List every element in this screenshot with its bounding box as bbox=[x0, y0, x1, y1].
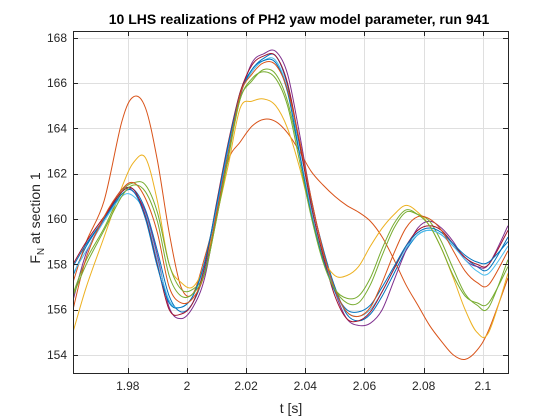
series-line-9 bbox=[73, 61, 508, 318]
y-tick-label: 156 bbox=[47, 303, 67, 317]
y-axis-label-subscript: N bbox=[36, 248, 47, 255]
chart-title: 10 LHS realizations of PH2 yaw model par… bbox=[109, 11, 490, 27]
ticks: 1.98 2 2.02 2.04 2.06 2.08 2.1 154 156 158 160 162 1… bbox=[47, 31, 508, 393]
y-tick-label: 164 bbox=[47, 121, 67, 135]
y-tick-label: 162 bbox=[47, 167, 67, 181]
y-tick-label: 154 bbox=[47, 348, 67, 362]
y-axis-label: FN at section 1 bbox=[27, 172, 47, 264]
x-tick-label: 2.04 bbox=[294, 379, 318, 393]
x-tick-label: 2 bbox=[184, 379, 191, 393]
y-tick-label: 168 bbox=[47, 31, 67, 45]
axes-box bbox=[73, 31, 509, 374]
x-tick-label: 2.1 bbox=[475, 379, 492, 393]
y-tick-label: 160 bbox=[47, 212, 67, 226]
x-tick-label: 2.02 bbox=[234, 379, 258, 393]
grid bbox=[73, 31, 508, 373]
series-line-5 bbox=[73, 68, 508, 312]
y-tick-label: 158 bbox=[47, 257, 67, 271]
x-tick-label: 1.98 bbox=[116, 379, 140, 393]
x-tick-label: 2.06 bbox=[353, 379, 377, 393]
series-line-10 bbox=[73, 71, 508, 307]
x-tick-label: 2.08 bbox=[412, 379, 436, 393]
x-axis-label: t [s] bbox=[280, 400, 303, 416]
data-series bbox=[73, 49, 508, 361]
y-tick-label: 166 bbox=[47, 76, 67, 90]
y-axis-label-base: F bbox=[27, 255, 43, 264]
y-axis-label-rest: at section 1 bbox=[27, 172, 43, 248]
plot-area bbox=[73, 31, 508, 373]
